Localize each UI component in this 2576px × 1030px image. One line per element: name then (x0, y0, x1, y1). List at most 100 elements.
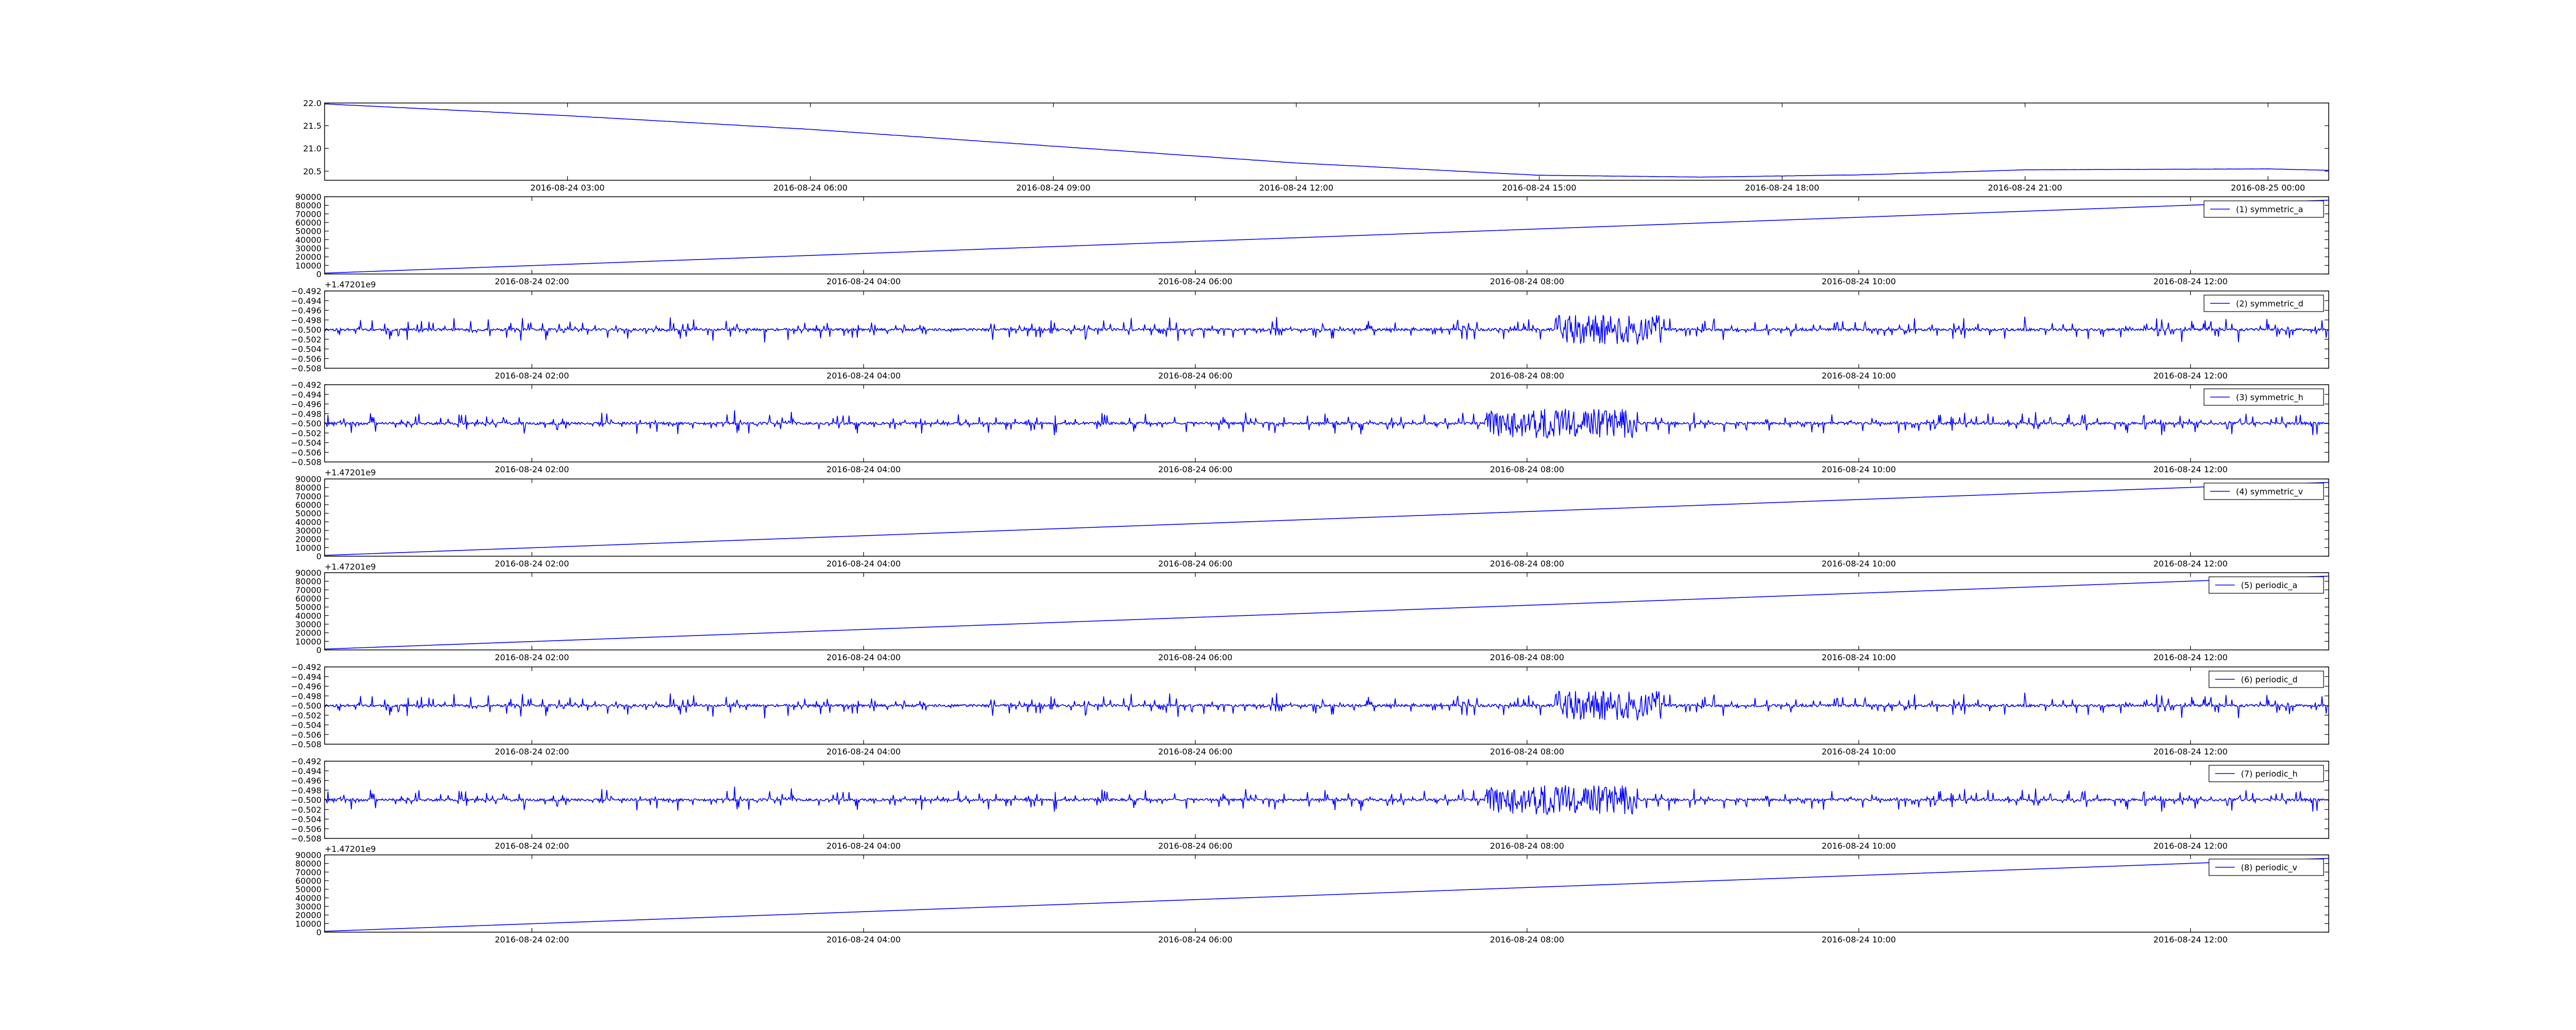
y-tick-label: −0.506 (291, 730, 321, 740)
y-tick-label: −0.494 (291, 390, 321, 400)
x-tick-label: 2016-08-24 12:00 (2154, 841, 2228, 851)
series-line-2 (325, 199, 2329, 274)
x-tick-label: 2016-08-24 12:00 (1259, 183, 1333, 193)
y-tick-label: −0.498 (291, 409, 321, 419)
axis-offset-text: +1.47201e9 (325, 468, 376, 477)
legend: (3) symmetric_h (2204, 388, 2324, 406)
y-tick-label: −0.492 (291, 286, 321, 296)
y-tick-label: 20000 (295, 535, 321, 544)
y-tick-label: 60000 (295, 500, 321, 510)
x-tick-label: 2016-08-24 10:00 (1822, 747, 1896, 757)
y-tick-label: −0.494 (291, 296, 321, 306)
series-line-1 (325, 104, 2329, 178)
y-tick-label: 70000 (295, 491, 321, 501)
x-tick-label: 2016-08-24 06:00 (1158, 371, 1232, 381)
subplot-9: 0100002000030000400005000060000700008000… (295, 850, 2329, 945)
y-tick-label: 40000 (295, 611, 321, 621)
y-tick-label: 0 (316, 552, 321, 561)
y-tick-label: −0.492 (291, 380, 321, 390)
legend-label: (6) periodic_d (2241, 675, 2298, 685)
x-tick-label: 2016-08-24 12:00 (2154, 277, 2228, 286)
axes-frame (324, 572, 2329, 650)
y-tick-label: −0.502 (291, 711, 321, 720)
y-tick-label: 90000 (295, 568, 321, 578)
x-tick-label: 2016-08-24 10:00 (1822, 465, 1896, 474)
y-tick-label: 22.0 (303, 98, 321, 108)
y-tick-label: 50000 (295, 227, 321, 236)
y-tick-label: −0.494 (291, 672, 321, 682)
x-tick-label: 2016-08-24 12:00 (2154, 935, 2228, 945)
y-tick-label: 21.5 (303, 121, 321, 131)
axes-frame (324, 478, 2329, 557)
x-tick-label: 2016-08-24 06:00 (1158, 935, 1232, 945)
x-tick-label: 2016-08-24 04:00 (826, 841, 901, 851)
x-tick-label: 2016-08-24 08:00 (1490, 841, 1564, 851)
legend-label: (1) symmetric_a (2236, 204, 2303, 215)
legend-label: (3) symmetric_h (2236, 392, 2303, 403)
subplot-4: −0.508−0.506−0.504−0.502−0.500−0.498−0.4… (291, 380, 2329, 477)
x-tick-label: 2016-08-24 02:00 (495, 841, 569, 851)
x-tick-label: 2016-08-24 06:00 (1158, 465, 1232, 474)
y-tick-label: 20000 (295, 911, 321, 920)
series-line-8 (325, 785, 2329, 816)
legend: (4) symmetric_v (2204, 483, 2324, 500)
x-tick-label: 2016-08-24 04:00 (826, 277, 901, 286)
legend-label: (7) periodic_h (2241, 769, 2298, 779)
legend: (2) symmetric_d (2204, 295, 2324, 312)
y-tick-label: 90000 (295, 192, 321, 202)
y-tick-label: 30000 (295, 902, 321, 912)
y-tick-label: 20000 (295, 628, 321, 638)
y-tick-label: −0.500 (291, 795, 321, 805)
y-tick-label: −0.504 (291, 345, 321, 354)
subplot-5: 0100002000030000400005000060000700008000… (295, 474, 2329, 572)
x-tick-label: 2016-08-24 02:00 (495, 371, 569, 381)
x-tick-label: 2016-08-24 12:00 (2154, 653, 2228, 662)
x-tick-label: 2016-08-24 02:00 (495, 277, 569, 286)
y-tick-label: −0.504 (291, 438, 321, 448)
series-line-6 (325, 575, 2329, 650)
x-tick-label: 2016-08-24 06:00 (1158, 559, 1232, 569)
axis-offset-text: +1.47201e9 (325, 562, 376, 572)
x-tick-label: 2016-08-24 04:00 (826, 747, 901, 757)
x-tick-label: 2016-08-24 04:00 (826, 559, 901, 569)
axes-frame (324, 102, 2329, 181)
x-tick-label: 2016-08-24 06:00 (1158, 841, 1232, 851)
y-tick-label: 0 (316, 645, 321, 655)
x-tick-label: 2016-08-24 12:00 (2154, 371, 2228, 381)
y-tick-label: 80000 (295, 483, 321, 493)
legend: (1) symmetric_a (2204, 200, 2324, 218)
y-tick-label: 40000 (295, 517, 321, 527)
x-tick-label: 2016-08-24 10:00 (1822, 653, 1896, 662)
x-tick-label: 2016-08-24 06:00 (1158, 653, 1232, 662)
x-tick-label: 2016-08-24 08:00 (1490, 277, 1564, 286)
legend: (5) periodic_a (2209, 576, 2324, 594)
y-tick-label: −0.508 (291, 364, 321, 373)
x-tick-label: 2016-08-24 08:00 (1490, 935, 1564, 945)
y-tick-label: −0.508 (291, 457, 321, 467)
y-tick-label: 20000 (295, 252, 321, 262)
y-tick-label: −0.500 (291, 701, 321, 711)
series-line-9 (325, 857, 2329, 932)
x-tick-label: 2016-08-24 10:00 (1822, 277, 1896, 286)
x-tick-label: 2016-08-24 06:00 (1158, 747, 1232, 757)
x-tick-label: 2016-08-24 08:00 (1490, 559, 1564, 569)
x-tick-label: 2016-08-24 18:00 (1745, 183, 1819, 193)
y-tick-label: −0.502 (291, 335, 321, 345)
y-tick-label: 60000 (295, 876, 321, 886)
y-tick-label: −0.498 (291, 691, 321, 701)
y-tick-label: 40000 (295, 893, 321, 903)
y-tick-label: 70000 (295, 585, 321, 595)
series-line-7 (325, 691, 2329, 720)
x-tick-label: 2016-08-24 04:00 (826, 465, 901, 474)
y-tick-label: 90000 (295, 850, 321, 860)
y-tick-label: 21.0 (303, 144, 321, 153)
y-tick-label: 20.5 (303, 166, 321, 176)
axes-frame (324, 196, 2329, 274)
x-tick-label: 2016-08-24 10:00 (1822, 935, 1896, 945)
axes-frame (324, 854, 2329, 933)
axis-offset-text: +1.47201e9 (325, 844, 376, 854)
x-tick-label: 2016-08-24 10:00 (1822, 841, 1896, 851)
x-tick-label: 2016-08-24 09:00 (1016, 183, 1090, 193)
subplot-3: −0.508−0.506−0.504−0.502−0.500−0.498−0.4… (291, 286, 2329, 381)
